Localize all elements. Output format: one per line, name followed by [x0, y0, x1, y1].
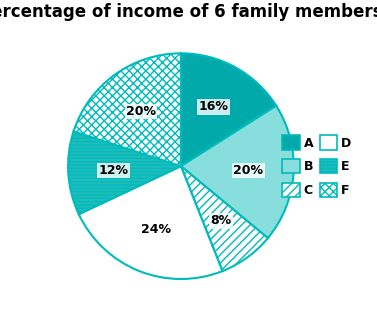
Wedge shape [68, 131, 181, 214]
Text: 8%: 8% [210, 215, 231, 228]
Wedge shape [74, 53, 181, 166]
Text: 12%: 12% [98, 164, 128, 177]
Legend: A, B, C, D, E, F: A, B, C, D, E, F [277, 130, 356, 202]
Wedge shape [181, 53, 276, 166]
Title: Percentage of income of 6 family members: Percentage of income of 6 family members [0, 3, 377, 21]
Text: 24%: 24% [141, 223, 171, 236]
Wedge shape [181, 106, 294, 238]
Text: 16%: 16% [199, 100, 228, 113]
Text: 20%: 20% [126, 105, 156, 118]
Wedge shape [181, 166, 268, 271]
Text: 20%: 20% [233, 164, 264, 177]
Wedge shape [79, 166, 222, 279]
